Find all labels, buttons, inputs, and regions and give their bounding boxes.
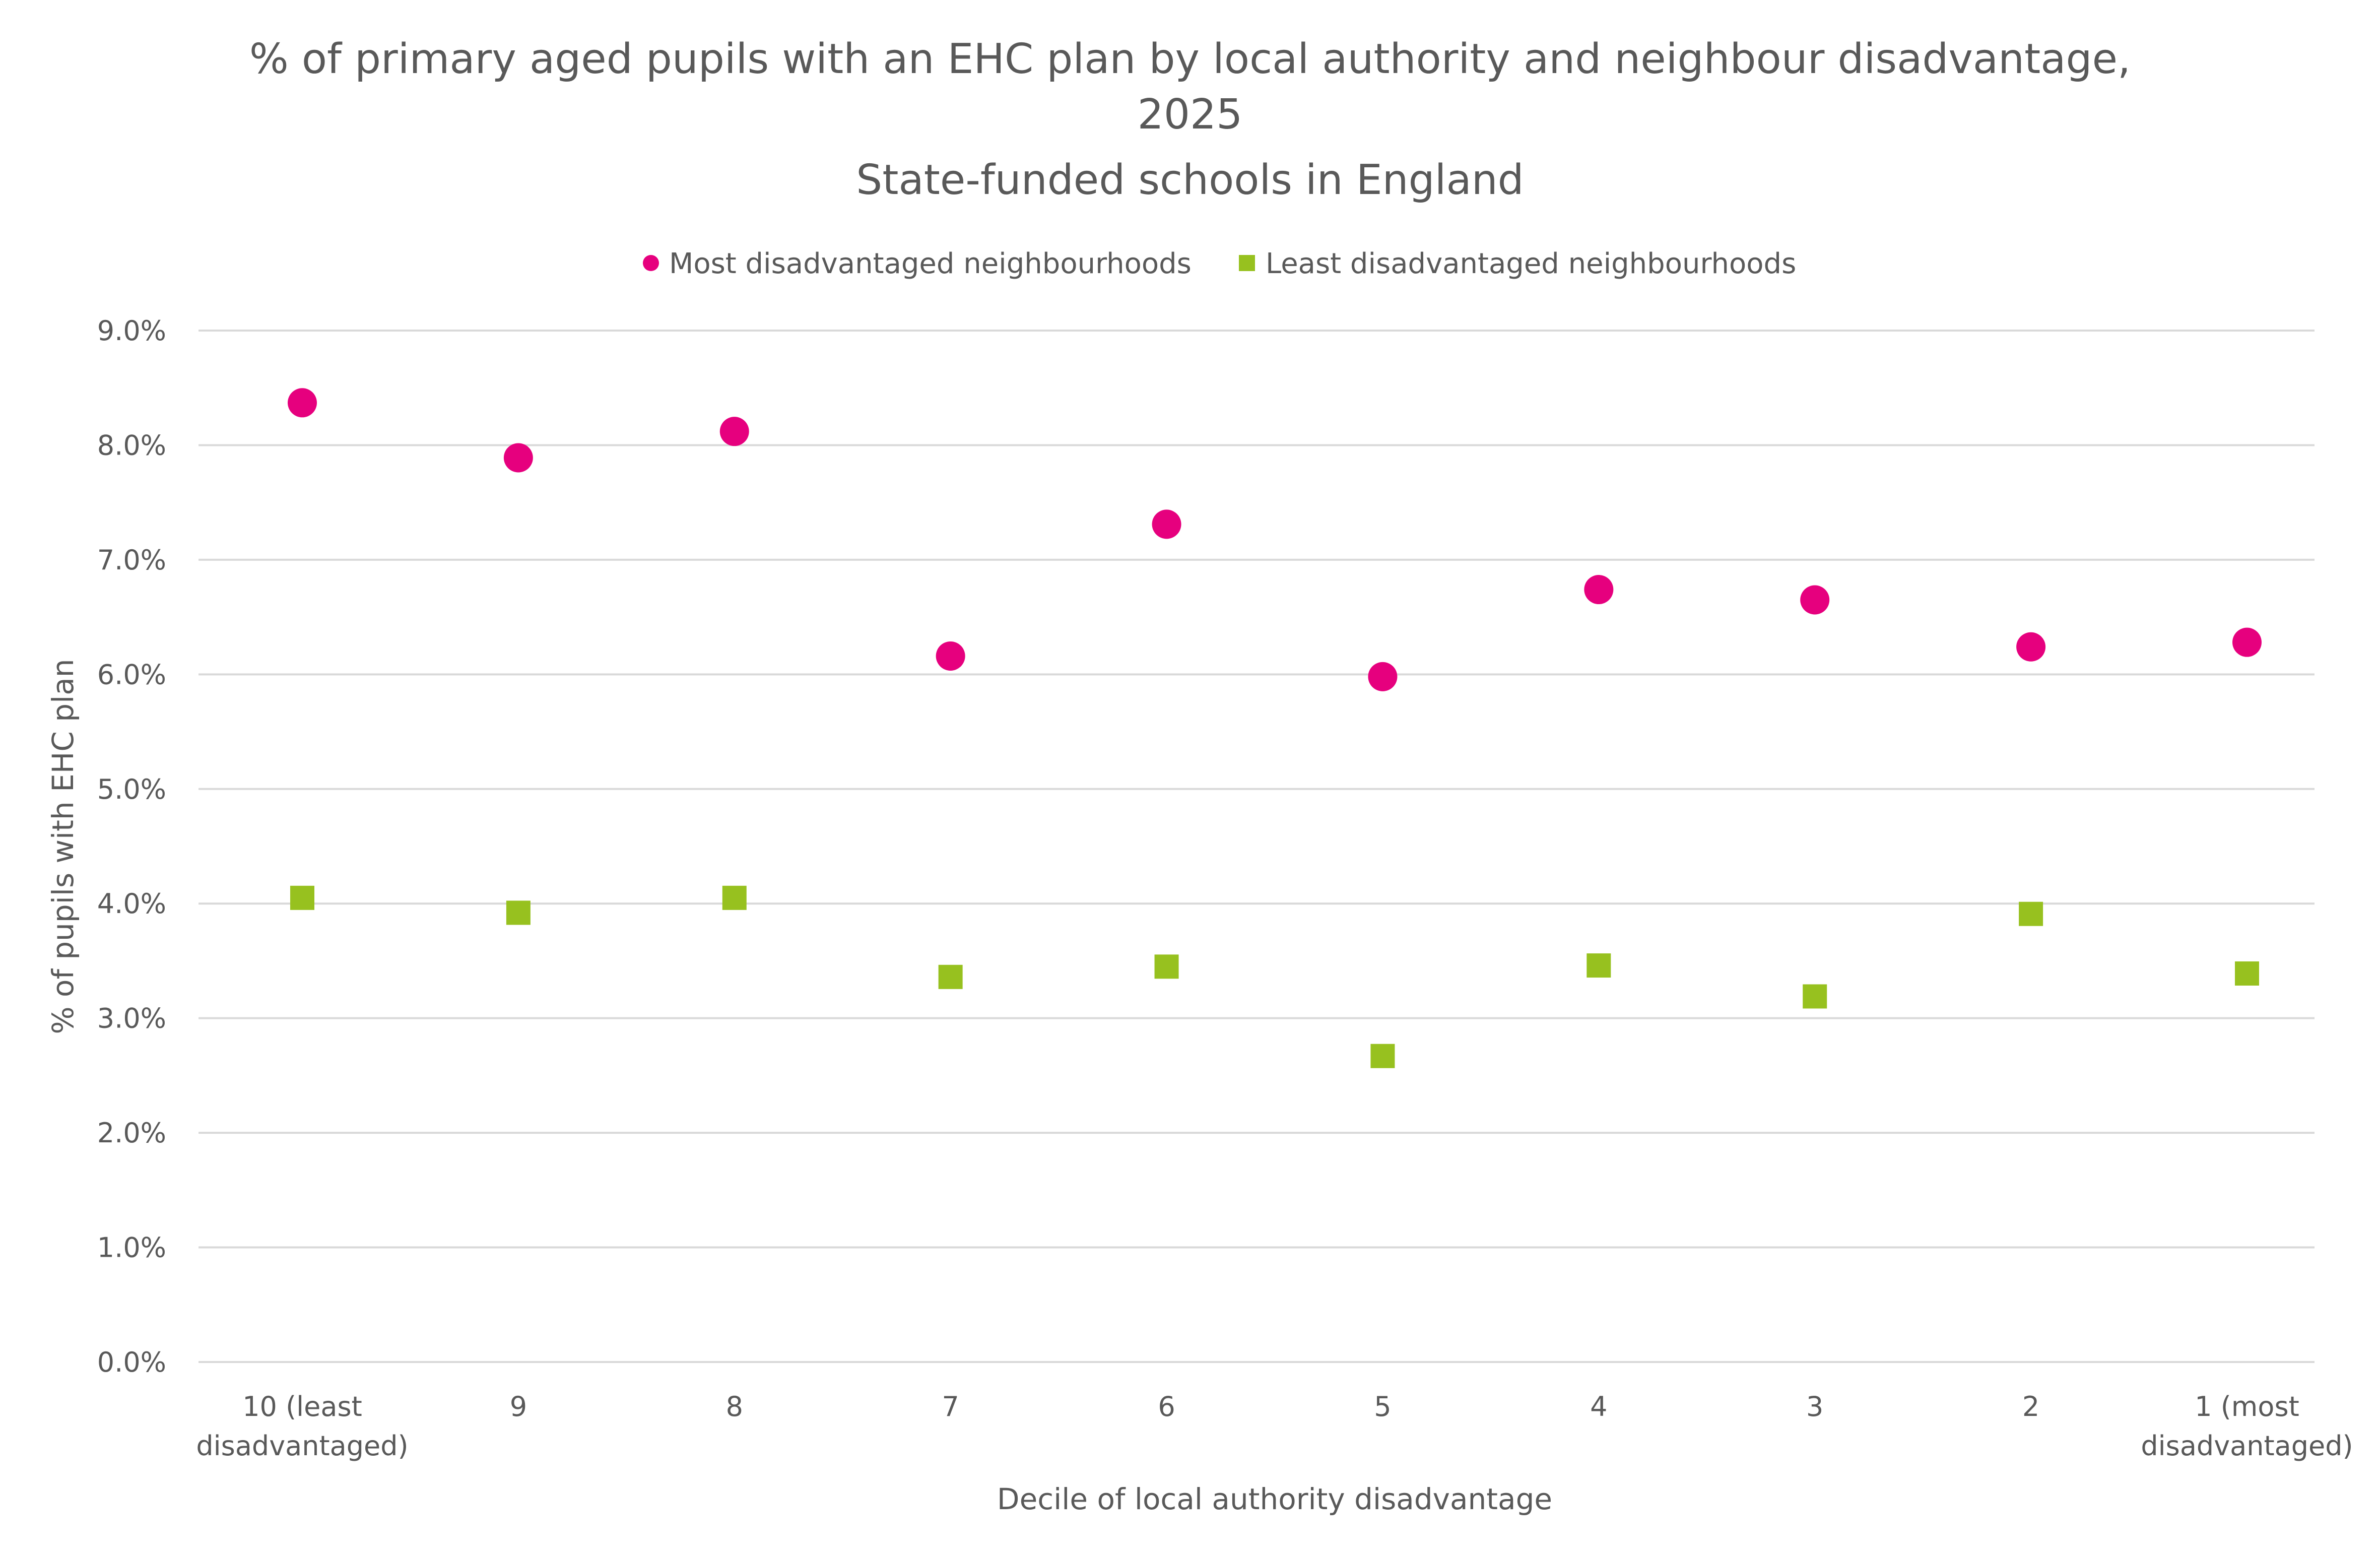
data-point-circle[interactable]: [2232, 627, 2262, 657]
y-tick-label: 0.0%: [97, 1346, 166, 1378]
data-point-circle[interactable]: [1152, 509, 1181, 539]
legend-label-least-disadvantaged: Least disadvantaged neighbourhoods: [1266, 247, 1796, 280]
data-point-square[interactable]: [1803, 984, 1827, 1009]
x-axis-tick-labels: 10 (least disadvantaged) 9 8 7 6 5 4 3 2 1 (most di…: [196, 1391, 2353, 1462]
data-point-square[interactable]: [506, 900, 531, 925]
data-points: [288, 388, 2262, 1068]
chart-title: % of primary aged pupils with an EHC pla…: [249, 35, 2131, 204]
y-tick-label: 6.0%: [97, 659, 166, 690]
x-tick-label: 5: [1374, 1391, 1391, 1422]
x-axis-title: Decile of local authority disadvantage: [997, 1482, 1552, 1516]
series-least-disadvantaged: [290, 885, 2259, 1068]
data-point-circle[interactable]: [2016, 632, 2046, 662]
y-tick-label: 7.0%: [97, 544, 166, 576]
data-point-circle[interactable]: [719, 417, 749, 446]
data-point-circle[interactable]: [503, 443, 533, 473]
x-tick-label: 10 (least disadvantaged): [196, 1391, 408, 1462]
legend-item-least-disadvantaged[interactable]: Least disadvantaged neighbourhoods: [1239, 247, 1796, 280]
x-tick-label: 2: [2022, 1391, 2039, 1422]
y-tick-label: 9.0%: [97, 315, 166, 347]
legend-circle-marker-icon: [643, 255, 659, 271]
x-tick-label: 9: [510, 1391, 527, 1422]
data-point-square[interactable]: [2235, 961, 2259, 986]
y-axis-tick-labels: 0.0% 1.0% 2.0% 3.0% 4.0% 5.0% 6.0% 7.0% 8.0% 9.0%: [97, 315, 166, 1378]
y-tick-label: 1.0%: [97, 1232, 166, 1264]
legend-label-most-disadvantaged: Most disadvantaged neighbourhoods: [669, 247, 1192, 280]
legend-item-most-disadvantaged[interactable]: Most disadvantaged neighbourhoods: [643, 247, 1192, 280]
x-tick-label: 7: [942, 1391, 959, 1422]
legend-square-marker-icon: [1239, 255, 1255, 271]
data-point-square[interactable]: [2019, 901, 2043, 926]
legend: Most disadvantaged neighbourhoods Least …: [643, 247, 1796, 280]
data-point-square[interactable]: [938, 964, 963, 989]
series-most-disadvantaged: [288, 388, 2262, 691]
x-tick-label: 3: [1806, 1391, 1823, 1422]
x-tick-label: 1 (most disadvantaged): [2141, 1391, 2353, 1462]
x-tick-label: 6: [1158, 1391, 1175, 1422]
y-tick-label: 3.0%: [97, 1003, 166, 1034]
data-point-square[interactable]: [1370, 1044, 1395, 1068]
data-point-circle[interactable]: [1584, 575, 1614, 605]
data-point-circle[interactable]: [1800, 585, 1830, 615]
title-line-2: 2025: [1138, 91, 1243, 139]
x-tick-label: 4: [1590, 1391, 1607, 1422]
y-axis-title: % of pupils with EHC plan: [46, 659, 80, 1034]
title-line-1: % of primary aged pupils with an EHC pla…: [249, 35, 2131, 83]
data-point-square[interactable]: [1586, 953, 1611, 978]
y-tick-label: 5.0%: [97, 773, 166, 805]
gridlines: [199, 330, 2315, 1363]
data-point-circle[interactable]: [288, 388, 317, 418]
y-tick-label: 8.0%: [97, 429, 166, 461]
data-point-square[interactable]: [290, 885, 314, 910]
data-point-circle[interactable]: [1368, 662, 1398, 691]
data-point-square[interactable]: [1154, 954, 1179, 979]
y-tick-label: 4.0%: [97, 888, 166, 920]
y-tick-label: 2.0%: [97, 1117, 166, 1149]
data-point-circle[interactable]: [936, 641, 965, 671]
x-tick-label: 8: [726, 1391, 743, 1422]
subtitle: State-funded schools in England: [856, 156, 1524, 204]
data-point-square[interactable]: [722, 885, 747, 910]
